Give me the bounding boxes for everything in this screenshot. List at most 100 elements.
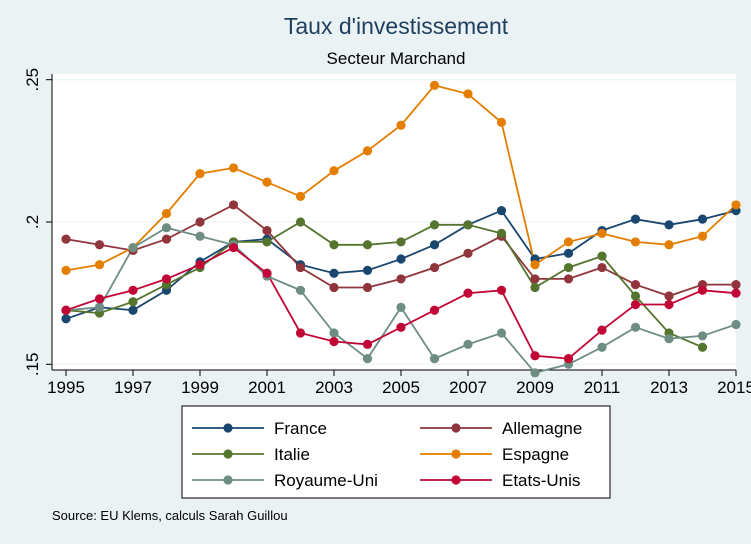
data-point-5-1 bbox=[94, 294, 105, 304]
x-tick-label: 2015 bbox=[717, 378, 751, 397]
data-point-3-6 bbox=[262, 177, 272, 187]
data-point-1-1 bbox=[94, 240, 105, 250]
data-point-1-7 bbox=[295, 262, 306, 273]
data-point-1-11 bbox=[429, 262, 440, 273]
data-point-4-7 bbox=[295, 285, 306, 295]
data-point-4-1 bbox=[94, 302, 105, 312]
legend-swatch-marker bbox=[451, 423, 461, 433]
data-point-1-5 bbox=[228, 200, 239, 210]
data-point-5-4 bbox=[195, 260, 205, 270]
data-point-3-4 bbox=[195, 169, 205, 179]
data-point-5-16 bbox=[597, 325, 607, 335]
data-point-0-18 bbox=[664, 220, 674, 230]
legend-label: Etats-Unis bbox=[502, 471, 580, 490]
data-point-5-18 bbox=[664, 299, 674, 310]
axis-ticks: .15 .2 .25 1995 1997 1999 2001 2003 2005 2007 2009… bbox=[23, 68, 751, 397]
data-point-2-10 bbox=[396, 237, 406, 247]
data-point-0-0 bbox=[61, 314, 71, 324]
y-tick-label: .25 bbox=[23, 68, 42, 92]
data-point-3-13 bbox=[496, 117, 507, 127]
data-point-2-2 bbox=[128, 297, 138, 307]
data-point-0-19 bbox=[697, 214, 708, 224]
x-tick-label: 2005 bbox=[382, 378, 420, 397]
data-point-2-6 bbox=[262, 237, 272, 247]
data-point-1-3 bbox=[161, 234, 172, 244]
data-point-1-17 bbox=[630, 280, 641, 290]
data-point-4-18 bbox=[664, 334, 674, 344]
data-point-4-13 bbox=[496, 328, 507, 338]
legend-swatch-marker bbox=[223, 475, 233, 485]
legend-box bbox=[181, 405, 611, 499]
data-point-5-10 bbox=[396, 322, 406, 332]
data-point-4-12 bbox=[463, 339, 473, 349]
x-tick-label: 2009 bbox=[516, 378, 554, 397]
data-point-3-9 bbox=[362, 146, 373, 156]
data-point-0-10 bbox=[396, 254, 406, 264]
data-point-5-6 bbox=[262, 268, 272, 278]
data-point-3-7 bbox=[295, 191, 306, 201]
data-point-3-20 bbox=[731, 200, 741, 210]
data-point-5-11 bbox=[429, 305, 440, 315]
legend-label: Espagne bbox=[502, 445, 569, 464]
legend-label: Italie bbox=[274, 445, 310, 464]
data-point-1-14 bbox=[530, 274, 540, 284]
data-point-3-0 bbox=[61, 265, 71, 275]
legend-swatch-marker bbox=[223, 423, 233, 433]
legend: France Allemagne Italie Espagne Royaume-Uni E… bbox=[192, 419, 582, 490]
x-tick-label: 2013 bbox=[650, 378, 688, 397]
data-point-3-19 bbox=[697, 231, 708, 241]
data-point-3-10 bbox=[396, 120, 406, 130]
x-tick-label: 2001 bbox=[248, 378, 286, 397]
data-point-3-14 bbox=[530, 260, 540, 270]
data-point-2-8 bbox=[329, 240, 339, 250]
data-point-4-8 bbox=[329, 328, 339, 338]
data-point-3-17 bbox=[630, 237, 641, 247]
data-point-5-0 bbox=[61, 305, 71, 315]
data-point-0-11 bbox=[429, 240, 440, 250]
data-point-1-16 bbox=[597, 262, 607, 273]
data-point-5-3 bbox=[161, 274, 172, 284]
x-tick-label: 1995 bbox=[47, 378, 85, 397]
data-point-1-18 bbox=[664, 291, 674, 301]
data-point-3-5 bbox=[228, 163, 239, 173]
data-point-1-10 bbox=[396, 274, 406, 284]
data-point-1-6 bbox=[262, 225, 272, 236]
data-point-3-16 bbox=[597, 228, 607, 238]
data-point-2-9 bbox=[362, 240, 373, 250]
data-point-5-9 bbox=[362, 339, 373, 349]
data-point-1-12 bbox=[463, 248, 473, 258]
data-point-2-16 bbox=[597, 251, 607, 261]
legend-label: France bbox=[274, 419, 327, 438]
x-tick-label: 2007 bbox=[449, 378, 487, 397]
data-point-4-4 bbox=[195, 231, 205, 241]
series-points bbox=[61, 80, 741, 378]
data-point-4-16 bbox=[597, 342, 607, 352]
data-point-1-9 bbox=[362, 282, 373, 293]
data-point-4-11 bbox=[429, 354, 440, 364]
legend-swatch-marker bbox=[223, 449, 233, 459]
data-point-2-11 bbox=[429, 220, 440, 230]
data-point-5-14 bbox=[530, 351, 540, 361]
data-point-1-0 bbox=[61, 234, 71, 244]
data-point-2-13 bbox=[496, 228, 507, 238]
data-point-4-3 bbox=[161, 223, 172, 233]
y-tick-label: .2 bbox=[23, 215, 42, 229]
legend-swatch-marker bbox=[451, 449, 461, 459]
legend-label: Royaume-Uni bbox=[274, 471, 378, 490]
data-point-4-17 bbox=[630, 322, 641, 332]
data-point-5-20 bbox=[731, 288, 741, 298]
data-point-5-19 bbox=[697, 285, 708, 295]
data-point-3-3 bbox=[161, 208, 172, 219]
data-point-1-15 bbox=[563, 274, 574, 284]
data-point-1-8 bbox=[329, 282, 339, 293]
x-tick-label: 1997 bbox=[114, 378, 152, 397]
data-point-5-2 bbox=[128, 285, 138, 295]
data-point-2-12 bbox=[463, 220, 473, 230]
chart-subtitle: Secteur Marchand bbox=[327, 49, 466, 68]
data-point-5-15 bbox=[563, 354, 574, 364]
data-point-0-13 bbox=[496, 206, 507, 216]
data-point-2-15 bbox=[563, 262, 574, 273]
source-note: Source: EU Klems, calculs Sarah Guillou bbox=[52, 508, 288, 523]
data-point-0-17 bbox=[630, 214, 641, 224]
